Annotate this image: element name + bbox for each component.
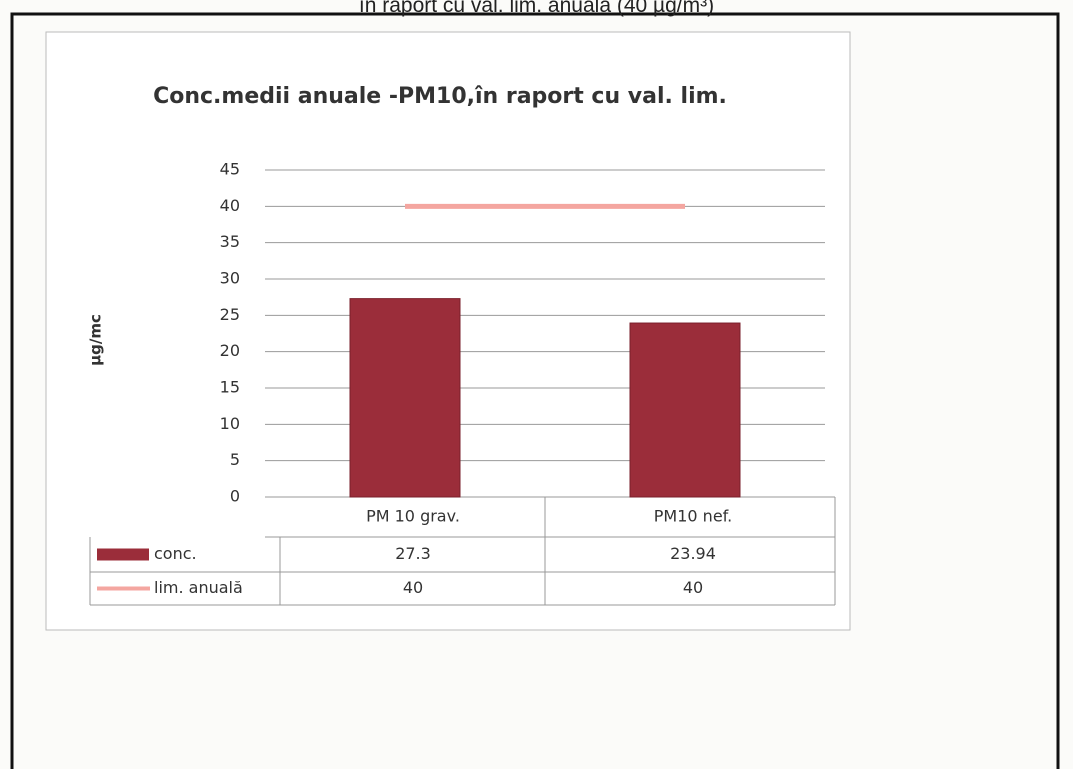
bar bbox=[629, 322, 741, 498]
x-tick-label: PM10 nef. bbox=[654, 507, 732, 526]
bar bbox=[349, 298, 461, 498]
table-value: 40 bbox=[403, 578, 423, 597]
y-tick-label: 10 bbox=[220, 414, 240, 433]
x-tick-label: PM 10 grav. bbox=[366, 507, 460, 526]
legend-swatch bbox=[97, 548, 149, 561]
y-tick-label: 25 bbox=[220, 305, 240, 324]
table-value: 27.3 bbox=[395, 544, 431, 563]
table-value: 40 bbox=[683, 578, 703, 597]
caption: în raport cu val. lim. anuala (40 µg/m³) bbox=[358, 0, 715, 17]
y-tick-label: 20 bbox=[220, 341, 240, 360]
y-tick-label: 45 bbox=[220, 160, 240, 179]
chart-title: Conc.medii anuale -PM10,în raport cu val… bbox=[153, 84, 727, 109]
outer-frame bbox=[10, 12, 1060, 769]
y-tick-label: 5 bbox=[230, 450, 240, 469]
y-tick-label: 40 bbox=[220, 196, 240, 215]
y-tick-label: 0 bbox=[230, 487, 240, 506]
y-axis-label: µg/mc bbox=[87, 314, 105, 366]
legend-label: conc. bbox=[154, 544, 197, 563]
legend-label: lim. anuală bbox=[154, 578, 243, 597]
y-tick-label: 15 bbox=[220, 378, 240, 397]
y-tick-label: 35 bbox=[220, 232, 240, 251]
table-value: 23.94 bbox=[670, 544, 716, 563]
y-tick-label: 30 bbox=[220, 269, 240, 288]
